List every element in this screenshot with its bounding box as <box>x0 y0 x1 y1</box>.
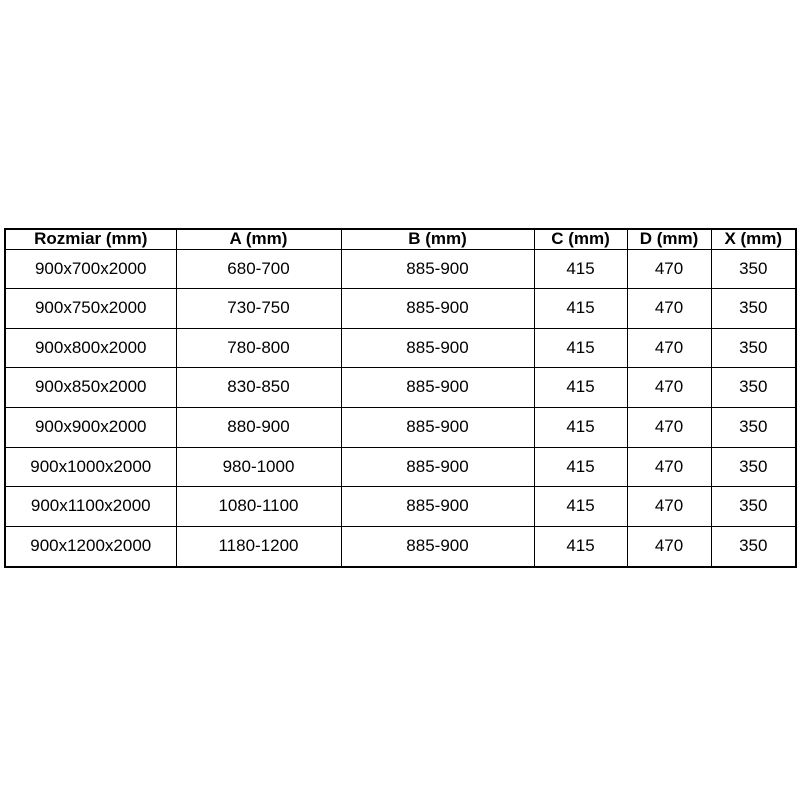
table-cell: 900x850x2000 <box>4 367 177 409</box>
table-head: Rozmiar (mm) A (mm) B (mm) C (mm) D (mm) X (m… <box>4 228 797 250</box>
table-row: 900x1000x2000 980-1000 885-900 415 470 350 <box>4 446 797 488</box>
column-header: X (mm) <box>710 228 797 250</box>
table-cell: 900x900x2000 <box>4 407 177 448</box>
dimensions-table: Rozmiar (mm) A (mm) B (mm) C (mm) D (mm) X (m… <box>4 228 797 568</box>
table-cell: 470 <box>626 327 712 369</box>
table-cell: 885-900 <box>340 248 535 290</box>
table-cell: 880-900 <box>175 407 342 448</box>
table-row: 900x850x2000 830-850 885-900 415 470 350 <box>4 367 797 409</box>
table-cell: 350 <box>710 248 797 290</box>
table-cell: 885-900 <box>340 486 535 527</box>
table-cell: 415 <box>533 407 628 448</box>
column-header: B (mm) <box>340 228 535 250</box>
table-cell: 470 <box>626 367 712 409</box>
table-cell: 900x1200x2000 <box>4 525 177 568</box>
table-cell: 1180-1200 <box>175 525 342 568</box>
table-cell: 350 <box>710 446 797 488</box>
column-header: C (mm) <box>533 228 628 250</box>
column-header: D (mm) <box>626 228 712 250</box>
table-cell: 885-900 <box>340 288 535 329</box>
column-header: A (mm) <box>175 228 342 250</box>
table-row: 900x800x2000 780-800 885-900 415 470 350 <box>4 327 797 369</box>
table-cell: 350 <box>710 407 797 448</box>
table-cell: 1080-1100 <box>175 486 342 527</box>
table-cell: 470 <box>626 486 712 527</box>
table-row: 900x1100x2000 1080-1100 885-900 415 470 350 <box>4 486 797 527</box>
table-row: 900x750x2000 730-750 885-900 415 470 350 <box>4 288 797 329</box>
table-cell: 470 <box>626 446 712 488</box>
table-cell: 415 <box>533 248 628 290</box>
table-cell: 780-800 <box>175 327 342 369</box>
table-cell: 900x1100x2000 <box>4 486 177 527</box>
table-body: 900x700x2000 680-700 885-900 415 470 350 900x7… <box>4 248 797 568</box>
table-cell: 350 <box>710 288 797 329</box>
column-header: Rozmiar (mm) <box>4 228 177 250</box>
table-row: 900x1200x2000 1180-1200 885-900 415 470 350 <box>4 525 797 568</box>
table-cell: 900x750x2000 <box>4 288 177 329</box>
table-cell: 680-700 <box>175 248 342 290</box>
table-cell: 470 <box>626 525 712 568</box>
table-cell: 830-850 <box>175 367 342 409</box>
table-cell: 885-900 <box>340 525 535 568</box>
table-cell: 350 <box>710 327 797 369</box>
table-cell: 415 <box>533 446 628 488</box>
table-cell: 470 <box>626 407 712 448</box>
table-cell: 900x700x2000 <box>4 248 177 290</box>
table-cell: 900x800x2000 <box>4 327 177 369</box>
table-cell: 730-750 <box>175 288 342 329</box>
table-cell: 885-900 <box>340 446 535 488</box>
table-row: 900x900x2000 880-900 885-900 415 470 350 <box>4 407 797 448</box>
table-cell: 885-900 <box>340 407 535 448</box>
table-cell: 350 <box>710 367 797 409</box>
dimensions-table-container: Rozmiar (mm) A (mm) B (mm) C (mm) D (mm) X (m… <box>4 228 797 568</box>
table-cell: 350 <box>710 486 797 527</box>
table-cell: 415 <box>533 525 628 568</box>
table-cell: 415 <box>533 486 628 527</box>
table-cell: 415 <box>533 327 628 369</box>
table-header-row: Rozmiar (mm) A (mm) B (mm) C (mm) D (mm) X (m… <box>4 228 797 250</box>
table-cell: 415 <box>533 367 628 409</box>
table-cell: 415 <box>533 288 628 329</box>
table-cell: 885-900 <box>340 367 535 409</box>
table-row: 900x700x2000 680-700 885-900 415 470 350 <box>4 248 797 290</box>
table-cell: 470 <box>626 288 712 329</box>
table-cell: 885-900 <box>340 327 535 369</box>
table-cell: 470 <box>626 248 712 290</box>
table-cell: 980-1000 <box>175 446 342 488</box>
table-cell: 350 <box>710 525 797 568</box>
table-cell: 900x1000x2000 <box>4 446 177 488</box>
